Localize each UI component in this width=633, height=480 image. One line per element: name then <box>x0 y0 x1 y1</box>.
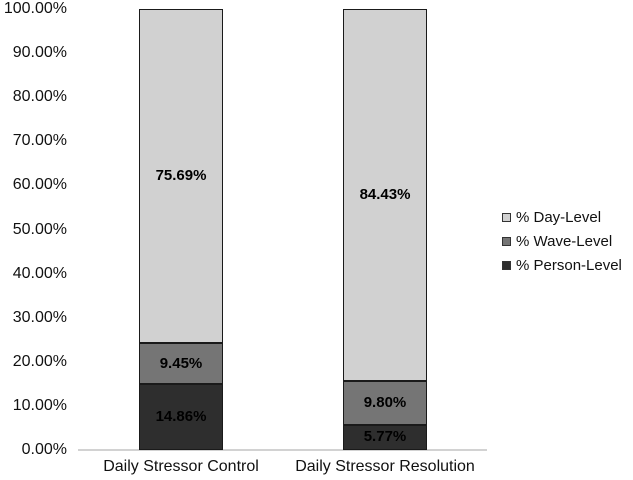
bar-segment <box>343 381 427 425</box>
legend-item: % Person-Level <box>502 253 622 277</box>
legend-swatch-icon <box>502 260 511 270</box>
y-tick-label: 20.00% <box>12 352 67 370</box>
y-tick-label: 50.00% <box>12 220 67 238</box>
y-tick-label: 0.00% <box>21 441 67 458</box>
y-tick-label: 10.00% <box>12 396 67 414</box>
legend-item: % Wave-Level <box>502 229 622 253</box>
x-axis-line <box>78 449 487 451</box>
bar-segment <box>139 9 223 343</box>
y-tick-label: 40.00% <box>12 264 67 282</box>
bar-segment <box>343 9 427 382</box>
legend-label: % Wave-Level <box>516 232 613 250</box>
bar-segment <box>139 342 223 385</box>
y-tick-label: 100.00% <box>3 0 67 17</box>
y-tick-label: 30.00% <box>12 308 67 326</box>
y-tick-label: 80.00% <box>12 88 67 106</box>
x-category-label: Daily Stressor Control <box>103 458 259 475</box>
legend-swatch-icon <box>502 212 511 222</box>
legend-swatch-icon <box>502 236 511 246</box>
y-tick-label: 60.00% <box>12 176 67 194</box>
legend: % Day-Level % Wave-Level % Person-Level <box>502 205 622 277</box>
bar-segment <box>343 424 427 450</box>
legend-label: % Day-Level <box>516 208 602 226</box>
data-label: 5.77% <box>363 428 407 446</box>
bar-segment <box>139 384 223 450</box>
y-tick-label: 70.00% <box>12 132 67 150</box>
data-label: 75.69% <box>155 166 207 184</box>
data-label: 9.80% <box>363 393 407 411</box>
data-label: 84.43% <box>359 186 411 204</box>
y-tick-label: 90.00% <box>12 44 67 62</box>
legend-label: % Person-Level <box>516 256 622 274</box>
data-label: 9.45% <box>159 354 203 372</box>
data-label: 14.86% <box>155 408 207 426</box>
x-category-label: Daily Stressor Resolution <box>295 458 475 475</box>
legend-item: % Day-Level <box>502 205 622 229</box>
